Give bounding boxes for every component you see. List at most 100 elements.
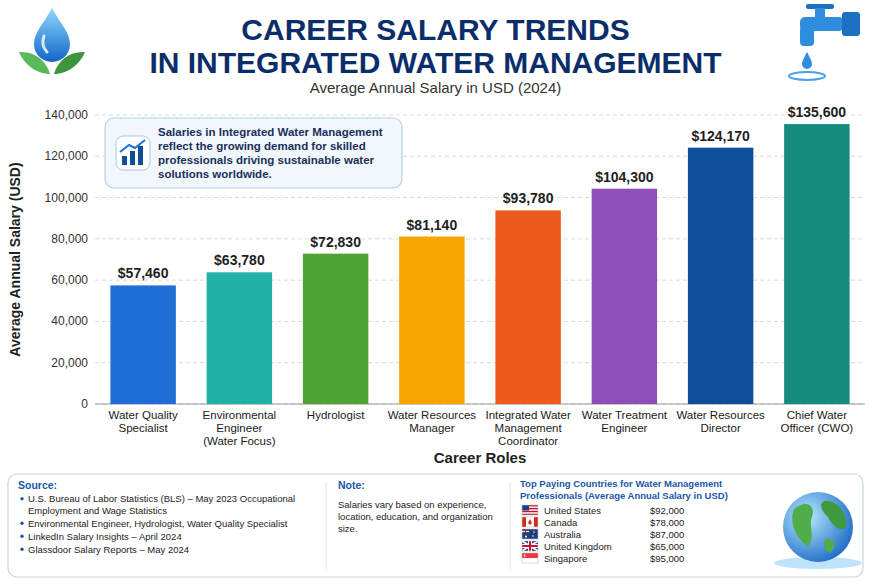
footer-panel [8, 474, 863, 577]
annotation-icon [116, 136, 150, 170]
globe-land [821, 501, 846, 529]
source-item-line: LinkedIn Salary Insights – April 2024 [28, 531, 182, 542]
bar [495, 210, 560, 404]
title-line: IN INTEGRATED WATER MANAGEMENT [149, 46, 721, 79]
source-item-line: Glassdoor Salary Reports – May 2024 [28, 544, 189, 555]
source-heading: Source: [18, 479, 57, 491]
bullet [20, 522, 23, 525]
annotation-line: solutions worldwide. [158, 168, 272, 180]
faucet-stem [815, 8, 825, 18]
x-tick-label-line: Engineer [601, 422, 647, 434]
background [0, 0, 871, 581]
country-salary: $65,000 [650, 541, 684, 552]
annotation-icon [130, 151, 135, 165]
x-tick-label-line: Hydrologist [307, 409, 365, 421]
bar [688, 148, 753, 404]
data-label: $124,170 [691, 128, 750, 144]
x-tick-label-line: Water Resources [676, 409, 765, 421]
flag [522, 505, 538, 515]
flag [522, 505, 529, 511]
y-tick-label: 0 [81, 397, 88, 411]
flag [522, 553, 538, 558]
data-label: $63,780 [214, 252, 265, 268]
x-tick-label-line: Chief Water [787, 409, 847, 421]
labels: $57,460Water QualitySpecialist$63,780Env… [109, 104, 854, 447]
x-tick-label-line: Manager [409, 422, 455, 434]
flag [524, 554, 527, 557]
bar [399, 237, 464, 404]
faucet-drop [802, 52, 812, 69]
source-item-line: U.S. Bureau of Labor Statistics (BLS) – … [28, 493, 295, 504]
source-item: Glassdoor Salary Reports – May 2024 [28, 544, 189, 555]
bar [303, 254, 368, 404]
flag-border [522, 517, 538, 527]
note-text-line: location, education, and organization [338, 511, 493, 522]
note-heading: Note: [338, 479, 365, 491]
flag [522, 517, 526, 527]
flag [534, 517, 538, 527]
country-name: Singapore [544, 553, 587, 564]
data-label: $104,300 [595, 169, 654, 185]
countries-title: Top Paying Countries for Water Managemen… [520, 478, 728, 501]
logo-leaf [19, 52, 50, 74]
x-tick-label-line: Environmental [203, 409, 277, 421]
x-tick-label-line: Management [495, 422, 563, 434]
flag [522, 541, 538, 551]
x-axis-title: Career Roles [434, 449, 527, 466]
flag [525, 554, 528, 557]
grid-line [95, 115, 865, 116]
y-tick-label: 60,000 [51, 273, 88, 287]
source-item: Environmental Engineer, Hydrologist, Wat… [28, 518, 288, 529]
faucet-spout [800, 26, 814, 46]
x-tick-label: Hydrologist [307, 409, 365, 421]
y-axis-title: Average Annual Salary (USD) [7, 162, 23, 356]
x-tick-label-line: Engineer [216, 422, 262, 434]
y-tick-label: 100,000 [45, 191, 89, 205]
x-tick-label-line: Director [700, 422, 740, 434]
annotation-icon [120, 140, 145, 152]
annotation-box [105, 118, 402, 188]
y-tick-label: 140,000 [45, 108, 89, 122]
globe-land [824, 539, 834, 553]
logo-drop [34, 8, 70, 62]
flag [522, 541, 538, 551]
country-name: United Kingdom [544, 541, 612, 552]
flag [522, 558, 538, 563]
annotation-icon [122, 156, 127, 165]
globe [783, 492, 853, 562]
flag-border [522, 529, 538, 539]
note-text-line: Salaries vary based on experience, [338, 499, 486, 510]
flag [528, 519, 532, 525]
flag-border [522, 541, 538, 551]
country-name: Canada [544, 517, 578, 528]
country-name: Australia [544, 529, 582, 540]
countries-title-line: Top Paying Countries for Water Managemen… [520, 478, 723, 489]
flag [522, 541, 538, 551]
infographic: CAREER SALARY TRENDSIN INTEGRATED WATER … [0, 0, 871, 581]
country-name: United States [544, 505, 601, 516]
y-tick-label: 120,000 [45, 149, 89, 163]
title-line: CAREER SALARY TRENDS [241, 13, 629, 46]
note-text: Salaries vary based on experience,locati… [338, 499, 493, 534]
flag [525, 529, 526, 534]
bar [207, 272, 272, 404]
subtitle: Average Annual Salary in USD (2024) [310, 79, 562, 96]
x-tick-label-line: Water Quality [109, 409, 178, 421]
faucet-wall [842, 12, 860, 36]
divider [326, 482, 327, 569]
data-label: $93,780 [503, 190, 554, 206]
flag [522, 517, 538, 527]
bar [784, 124, 849, 404]
country-salary: $95,000 [650, 553, 684, 564]
faucet-ripple [789, 72, 825, 80]
data-label: $135,600 [788, 104, 847, 120]
annotation-line: Salaries in Integrated Water Management [158, 126, 383, 138]
annotation-line: professionals driving sustainable water [158, 154, 375, 166]
source-item-line: Employment and Wage Statistics [28, 505, 167, 516]
y-tick-label: 20,000 [51, 356, 88, 370]
x-tick-label-line: (Water Focus) [203, 435, 276, 447]
flag [525, 536, 527, 538]
x-tick-label: Integrated WaterManagementCoordinator [486, 409, 571, 447]
bar [110, 285, 175, 404]
bullet [20, 548, 23, 551]
